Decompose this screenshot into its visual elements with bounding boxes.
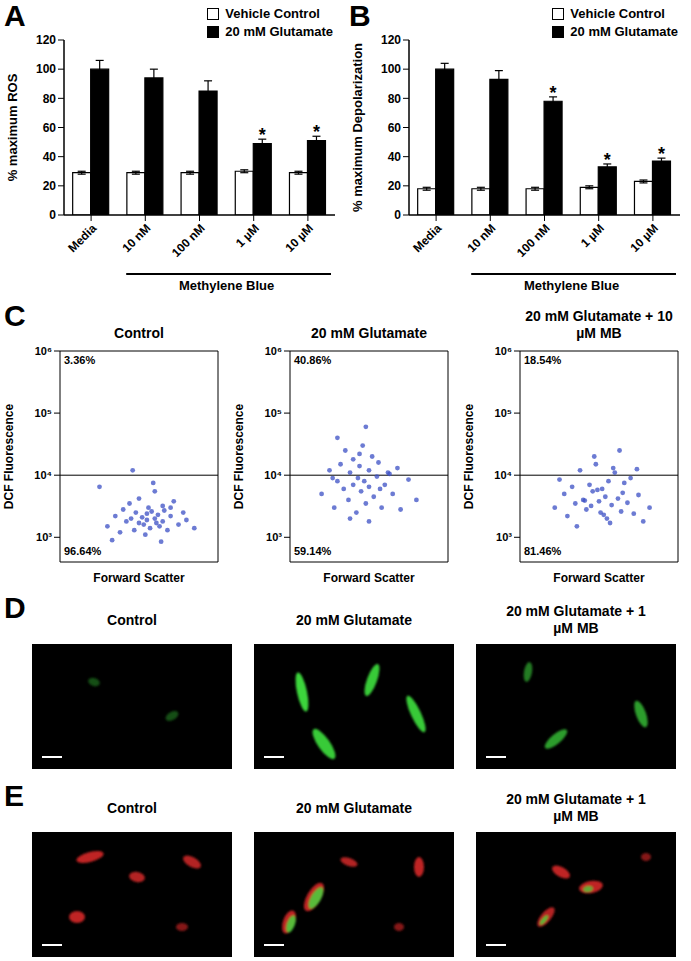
- svg-text:Media: Media: [410, 221, 444, 255]
- svg-text:1 µM: 1 µM: [233, 221, 262, 250]
- html-text:81.46%: 81.46%: [524, 545, 562, 557]
- svg-text:40: 40: [43, 150, 57, 164]
- svg-text:% maximum ROS: % maximum ROS: [5, 73, 20, 181]
- svg-text:120: 120: [381, 33, 401, 47]
- html-text:Control: Control: [107, 799, 157, 816]
- html-text:96.64%: 96.64%: [64, 545, 102, 557]
- svg-text:100: 100: [381, 62, 401, 76]
- svg-text:% maximum Depolarization: % maximum Depolarization: [350, 43, 365, 212]
- html-text:20 mM Glutamate: 20 mM Glutamate: [311, 325, 427, 341]
- svg-text:DCF Fluorescence: DCF Fluorescence: [2, 403, 16, 509]
- html-text:20 mM Glutamate: 20 mM Glutamate: [570, 24, 678, 39]
- svg-text:100 nM: 100 nM: [514, 221, 553, 260]
- svg-text:10⁴: 10⁴: [34, 469, 52, 481]
- svg-text:10 nM: 10 nM: [464, 221, 498, 255]
- svg-text:10⁴: 10⁴: [494, 469, 512, 481]
- svg-text:20: 20: [43, 179, 57, 193]
- svg-text:20: 20: [388, 179, 402, 193]
- svg-text:Forward Scatter: Forward Scatter: [93, 571, 185, 585]
- svg-text:10³: 10³: [496, 531, 512, 543]
- svg-text:0: 0: [49, 208, 56, 222]
- html-text:20 mM Glutamate: 20 mM Glutamate: [225, 24, 333, 39]
- svg-text:10⁶: 10⁶: [265, 345, 282, 357]
- html-text:3.36%: 3.36%: [64, 354, 96, 366]
- html-text:E: E: [4, 779, 24, 812]
- svg-text:10³: 10³: [266, 531, 282, 543]
- svg-text:0: 0: [394, 208, 401, 222]
- svg-text:Methylene Blue: Methylene Blue: [179, 278, 274, 293]
- html-text:20 mM Glutamate + 1 µM MB: 20 mM Glutamate + 1 µM MB: [506, 791, 646, 824]
- svg-text:80: 80: [388, 92, 402, 106]
- html-text:59.14%: 59.14%: [294, 545, 332, 557]
- html-text:Vehicle Control: Vehicle Control: [225, 6, 320, 21]
- svg-text:40: 40: [388, 150, 402, 164]
- html-text:20 mM Glutamate + 1 µM MB: 20 mM Glutamate + 1 µM MB: [506, 603, 646, 636]
- svg-text:10⁵: 10⁵: [265, 407, 282, 419]
- svg-text:Forward Scatter: Forward Scatter: [553, 571, 645, 585]
- svg-text:80: 80: [43, 92, 57, 106]
- svg-text:10 µM: 10 µM: [627, 221, 661, 255]
- svg-text:10³: 10³: [36, 531, 52, 543]
- html-text:20 mM Glutamate: 20 mM Glutamate: [296, 799, 412, 816]
- html-text:20 mM Glutamate: 20 mM Glutamate: [296, 611, 412, 628]
- html-text:20 mM Glutamate + 10 µM MB: 20 mM Glutamate + 10 µM MB: [525, 308, 673, 341]
- html-text:B: B: [349, 0, 371, 32]
- svg-text:Forward Scatter: Forward Scatter: [323, 571, 415, 585]
- svg-text:*: *: [259, 125, 266, 145]
- svg-text:Methylene Blue: Methylene Blue: [524, 278, 619, 293]
- svg-text:10⁴: 10⁴: [264, 469, 282, 481]
- svg-text:DCF Fluorescence: DCF Fluorescence: [232, 403, 246, 509]
- svg-text:100: 100: [36, 62, 56, 76]
- html-text:40.86%: 40.86%: [294, 354, 332, 366]
- html-text:C: C: [4, 299, 26, 332]
- svg-text:10 µM: 10 µM: [282, 221, 316, 255]
- svg-text:10 nM: 10 nM: [119, 221, 153, 255]
- svg-text:10⁶: 10⁶: [35, 345, 52, 357]
- svg-text:1 µM: 1 µM: [578, 221, 607, 250]
- svg-text:Media: Media: [65, 221, 99, 255]
- html-text:D: D: [4, 591, 26, 624]
- svg-text:60: 60: [43, 121, 57, 135]
- html-text:Control: Control: [114, 325, 164, 341]
- svg-text:*: *: [658, 144, 665, 164]
- svg-text:100 nM: 100 nM: [169, 221, 208, 260]
- svg-text:10⁶: 10⁶: [495, 345, 512, 357]
- svg-text:10⁵: 10⁵: [35, 407, 52, 419]
- html-text:Control: Control: [107, 611, 157, 628]
- svg-text:*: *: [550, 83, 557, 103]
- html-text:18.54%: 18.54%: [524, 354, 562, 366]
- svg-text:60: 60: [388, 121, 402, 135]
- svg-text:10⁵: 10⁵: [495, 407, 512, 419]
- html-text:Vehicle Control: Vehicle Control: [570, 6, 665, 21]
- svg-text:*: *: [604, 150, 611, 170]
- svg-text:120: 120: [36, 33, 56, 47]
- svg-text:*: *: [313, 122, 320, 142]
- html-text:A: A: [4, 0, 26, 32]
- svg-text:DCF Fluorescence: DCF Fluorescence: [462, 403, 476, 509]
